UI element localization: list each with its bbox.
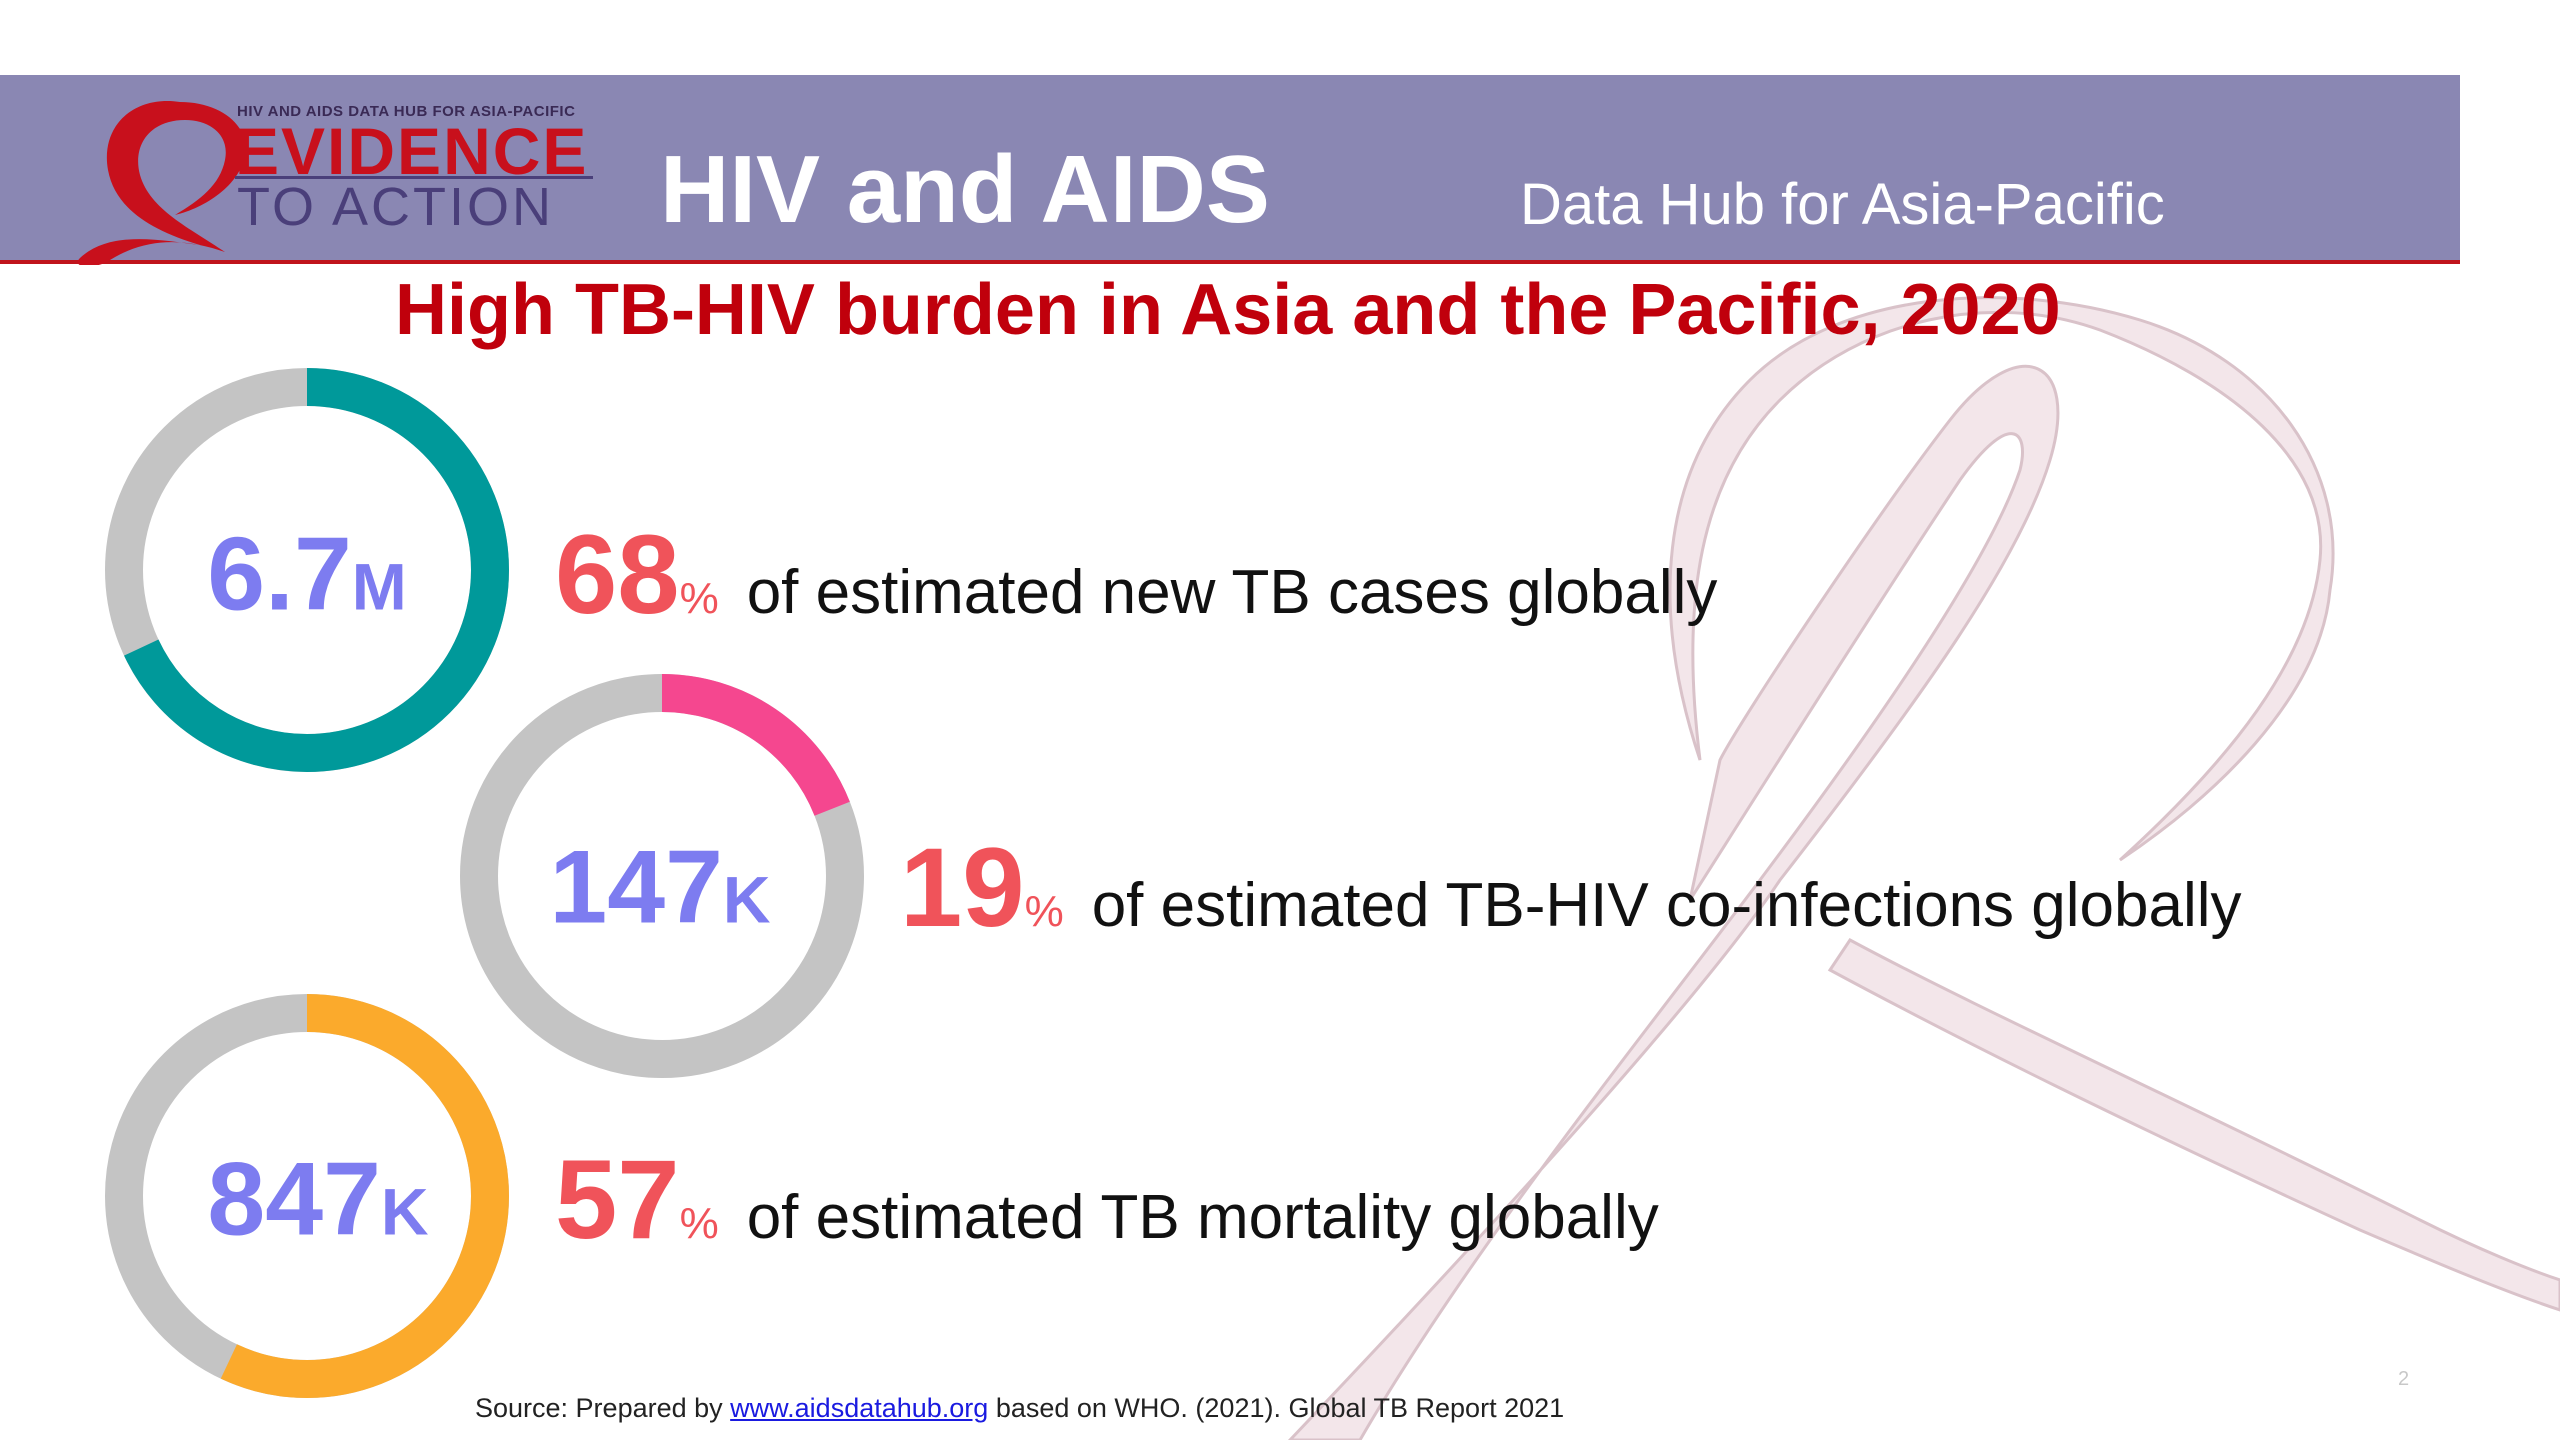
center-unit: K — [380, 1174, 429, 1249]
donut-center-value-2: 147K — [549, 829, 770, 948]
percent-value: 57 — [555, 1137, 680, 1262]
stat-line-2: 19% of estimated TB-HIV co-infections glo… — [900, 823, 2242, 952]
percent-sign: % — [679, 1199, 719, 1248]
page-number: 2 — [2398, 1368, 2410, 1390]
donut-segment-1 — [105, 368, 509, 772]
source-note: Source: Prepared by www.aidsdatahub.org … — [475, 1393, 1564, 1424]
source-link[interactable]: www.aidsdatahub.org — [730, 1393, 989, 1423]
center-number: 147 — [549, 829, 723, 946]
stat-line-1: 68% of estimated new TB cases globally — [555, 510, 1717, 639]
donut-segment-3 — [105, 994, 509, 1398]
percent-value: 68 — [555, 512, 680, 637]
center-unit: M — [351, 549, 407, 624]
center-number: 847 — [207, 1141, 381, 1258]
center-number: 6.7 — [207, 516, 352, 633]
stat-description: of estimated TB-HIV co-infections global… — [1091, 871, 2242, 940]
stat-line-3: 57% of estimated TB mortality globally — [555, 1135, 1659, 1264]
logo-divider — [235, 176, 593, 179]
donut-center-value-3: 847K — [207, 1141, 428, 1260]
logo-tagline: HIV AND AIDS DATA HUB FOR ASIA-PACIFIC — [237, 103, 576, 120]
header-title: HIV and AIDS — [660, 136, 1270, 243]
logo-evidence-text: EVIDENCE — [235, 114, 589, 188]
slide-title: High TB-HIV burden in Asia and the Pacif… — [395, 270, 2061, 350]
donut-segment-2 — [460, 674, 864, 1078]
percent-sign: % — [679, 574, 719, 623]
center-unit: K — [722, 862, 771, 937]
header-subtitle: Data Hub for Asia-Pacific — [1520, 172, 2165, 237]
stat-description: of estimated TB mortality globally — [746, 1183, 1659, 1252]
donut-center-value-1: 6.7M — [207, 516, 407, 635]
percent-sign: % — [1024, 887, 1064, 936]
red-ribbon-logo — [77, 101, 246, 265]
logo-action-text: TO ACTION — [237, 177, 555, 237]
stat-description: of estimated new TB cases globally — [746, 558, 1718, 627]
source-prefix: Source: Prepared by — [475, 1393, 731, 1423]
header-band — [0, 75, 2460, 264]
source-suffix: based on WHO. (2021). Global TB Report 2… — [988, 1393, 1565, 1423]
percent-value: 19 — [900, 825, 1025, 950]
